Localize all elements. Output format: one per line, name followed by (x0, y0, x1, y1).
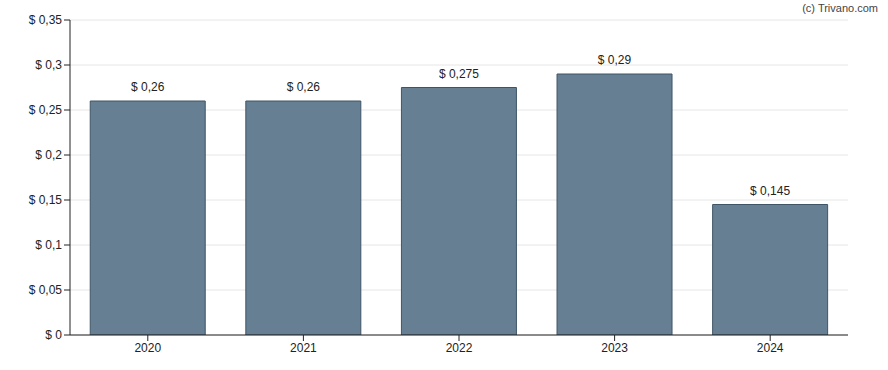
svg-text:2020: 2020 (134, 341, 161, 355)
svg-text:$ 0,15: $ 0,15 (29, 193, 63, 207)
svg-text:2022: 2022 (446, 341, 473, 355)
svg-text:2023: 2023 (601, 341, 628, 355)
svg-text:$ 0,1: $ 0,1 (35, 238, 62, 252)
svg-text:$ 0,26: $ 0,26 (131, 80, 165, 94)
svg-text:$ 0,275: $ 0,275 (439, 67, 479, 81)
svg-text:$ 0,35: $ 0,35 (29, 13, 63, 27)
svg-text:$ 0,25: $ 0,25 (29, 103, 63, 117)
html-text:(c) Trivano.com: (c) Trivano.com (802, 2, 878, 14)
svg-text:$ 0,2: $ 0,2 (35, 148, 62, 162)
svg-text:2024: 2024 (757, 341, 784, 355)
svg-text:$ 0,05: $ 0,05 (29, 283, 63, 297)
svg-text:$ 0,3: $ 0,3 (35, 58, 62, 72)
svg-text:$ 0: $ 0 (45, 328, 62, 342)
svg-text:$ 0,145: $ 0,145 (750, 184, 790, 198)
svg-text:2021: 2021 (290, 341, 317, 355)
svg-text:$ 0,29: $ 0,29 (598, 53, 632, 67)
svg-text:$ 0,26: $ 0,26 (287, 80, 321, 94)
